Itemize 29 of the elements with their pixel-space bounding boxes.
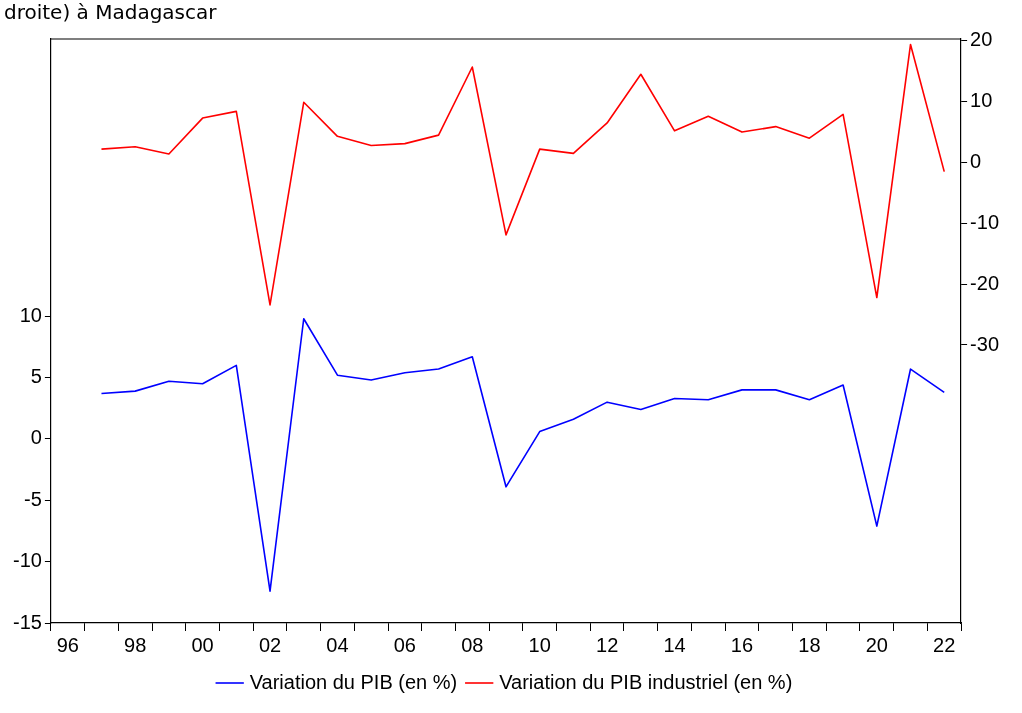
x-tick-label: 12 — [596, 633, 619, 656]
y-tick-label: -5 — [24, 487, 42, 510]
x-tick-label: 04 — [326, 633, 349, 656]
x-tick-label: 22 — [933, 633, 956, 656]
x-tick-label: 18 — [798, 633, 821, 656]
y-tick-label: -10 — [13, 549, 42, 572]
y-tick-label: 10 — [19, 303, 42, 326]
x-tick-label: 00 — [191, 633, 214, 656]
x-tick-label: 02 — [258, 633, 282, 656]
x-tick-label: 20 — [865, 633, 888, 656]
y2-tick-label: -20 — [970, 271, 999, 294]
x-tick-label: 06 — [393, 633, 416, 656]
x-tick-label: 96 — [56, 633, 79, 656]
chart-title: droite) à Madagascar — [3, 0, 218, 24]
x-tick-label: 14 — [663, 633, 686, 656]
legend-label: Variation du PIB (en %) — [249, 670, 458, 693]
x-tick-label: 10 — [528, 633, 551, 656]
x-tick-label: 08 — [461, 633, 484, 656]
y-tick-label: 5 — [30, 365, 42, 388]
y2-tick-label: 0 — [970, 150, 982, 173]
y2-tick-label: 20 — [970, 28, 993, 51]
y2-tick-label: 10 — [970, 89, 993, 112]
x-tick-label: 98 — [124, 633, 147, 656]
x-tick-label: 16 — [730, 633, 754, 656]
y2-tick-label: -30 — [970, 332, 999, 355]
y-tick-label: 0 — [30, 426, 42, 449]
y-tick-label: -15 — [13, 610, 42, 633]
legend-label: Variation du PIB industriel (en %) — [499, 670, 793, 693]
y2-tick-label: -10 — [970, 210, 999, 233]
